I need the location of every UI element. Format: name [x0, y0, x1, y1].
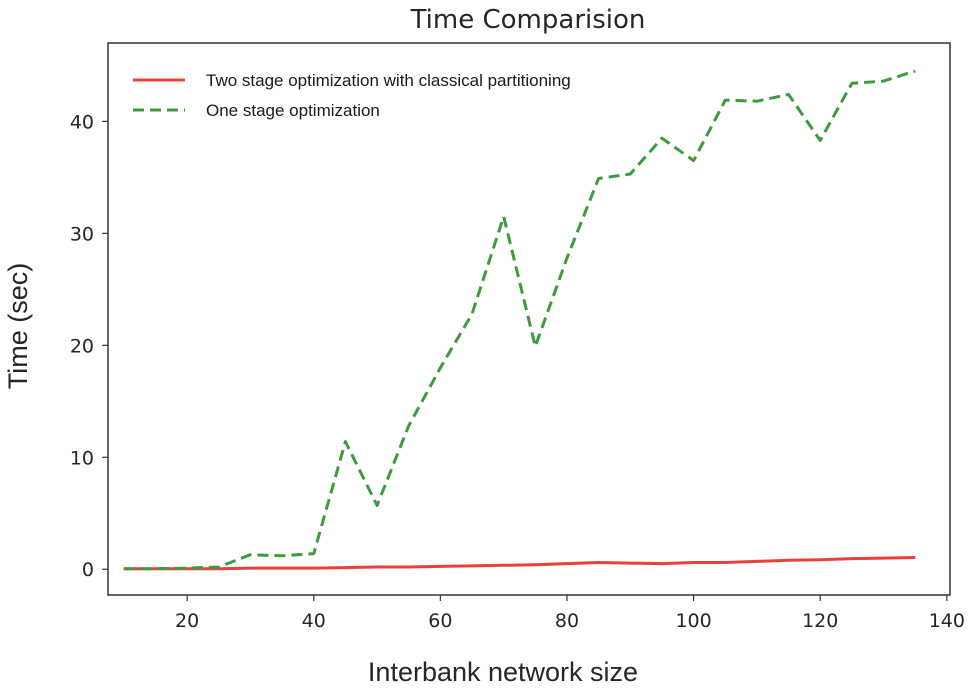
y-axis-title: Time (sec) [3, 263, 33, 390]
legend: Two stage optimization with classical pa… [133, 71, 571, 120]
plot-frame [107, 42, 951, 596]
x-tick-label: 40 [302, 610, 326, 632]
x-axis-ticks: 20 40 60 80 100 120 140 [175, 595, 965, 632]
x-tick-label: 20 [175, 610, 199, 632]
y-tick-label: 40 [70, 111, 94, 133]
x-tick-label: 140 [929, 610, 965, 632]
series-line-two-stage [123, 556, 916, 571]
chart-title: Time Comparision [410, 5, 646, 35]
series-layer [123, 69, 916, 571]
x-axis-title: Interbank network size [368, 657, 638, 687]
series-line-one-stage [123, 69, 916, 571]
y-axis-ticks: 0 10 20 30 40 [70, 111, 108, 581]
y-tick-label: 10 [70, 447, 94, 469]
y-tick-label: 20 [70, 335, 94, 357]
x-tick-label: 80 [555, 610, 579, 632]
x-tick-label: 60 [428, 610, 452, 632]
y-tick-label: 30 [70, 223, 94, 245]
legend-label-two-stage: Two stage optimization with classical pa… [206, 71, 571, 90]
y-tick-label: 0 [82, 559, 94, 581]
x-tick-label: 100 [675, 610, 711, 632]
x-tick-label: 120 [802, 610, 838, 632]
legend-label-one-stage: One stage optimization [206, 101, 380, 120]
